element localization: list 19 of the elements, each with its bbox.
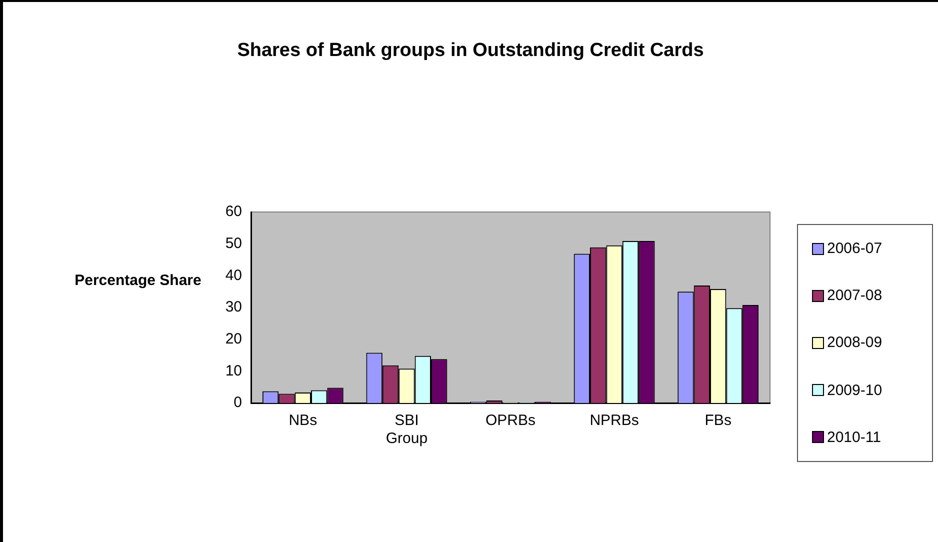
- x-tick-label: OPRBs: [485, 412, 536, 430]
- x-tick-label: NPRBs: [590, 412, 639, 430]
- legend-label: 2006-07: [827, 240, 882, 258]
- legend-label: 2010-11: [827, 428, 881, 446]
- x-tick-label: SBI Group: [386, 412, 428, 448]
- legend-label: 2008-09: [827, 334, 882, 352]
- y-axis-title: Percentage Share: [74, 271, 202, 291]
- y-tick-label: 30: [225, 298, 242, 316]
- x-tick-label: FBs: [704, 412, 732, 430]
- legend-label: 2009-10: [827, 382, 882, 399]
- y-tick-label: 0: [234, 394, 242, 412]
- y-tick-label: 20: [225, 330, 242, 348]
- chart-title: Shares of Bank groups in Outstanding Credit Cards: [236, 40, 705, 62]
- y-tick-label: 60: [225, 203, 242, 220]
- x-tick-label: NBs: [288, 412, 318, 430]
- y-tick-label: 10: [225, 362, 242, 380]
- legend-label: 2007-08: [827, 287, 882, 304]
- y-tick-label: 40: [225, 266, 242, 284]
- y-tick-label: 50: [225, 234, 242, 252]
